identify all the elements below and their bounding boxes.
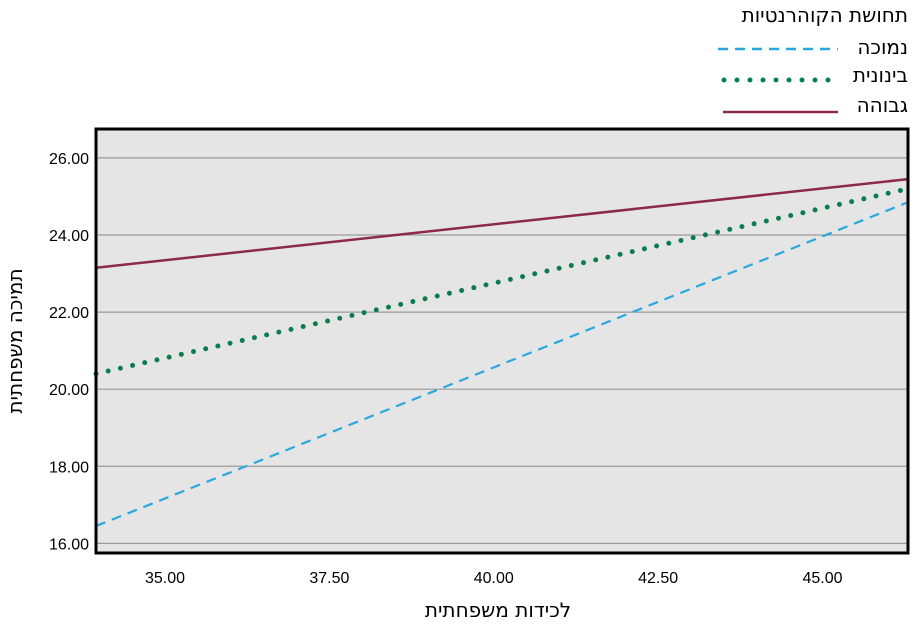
legend-title: תחושת הקוהרנטיות [742, 3, 908, 27]
gridlines [96, 157, 908, 544]
plot-background [96, 129, 908, 553]
series-line-high [95, 177, 909, 270]
x-tick-label: 40.00 [474, 570, 514, 587]
legend-entry-medium: בינונית [721, 63, 908, 87]
x-tick-label: 42.50 [638, 570, 678, 587]
legend-label-high: גבוהה [857, 93, 908, 117]
legend-label-low: נמוכה [857, 35, 908, 59]
plot-frame [94, 127, 910, 555]
legend-entry-high: גבוהה [723, 93, 908, 117]
x-axis-ticks: 35.00 37.50 40.00 42.50 45.00 [145, 570, 843, 587]
y-tick-label: 20.00 [49, 382, 89, 399]
series-lines [93, 177, 911, 528]
y-axis-title: תמיכה משפחתית [3, 268, 27, 413]
y-tick-label: 26.00 [49, 151, 89, 168]
y-tick-label: 16.00 [49, 536, 89, 553]
legend-entry-low: נמוכה [718, 35, 908, 59]
legend: תחושת הקוהרנטיות נמוכה בינונית גבוהה [718, 3, 908, 117]
x-tick-label: 37.50 [309, 570, 349, 587]
x-tick-label: 35.00 [145, 570, 185, 587]
legend-label-medium: בינונית [853, 63, 908, 87]
x-tick-label: 45.00 [803, 570, 843, 587]
x-axis-title: לכידות משפחתית [425, 598, 571, 622]
y-axis-ticks: 16.00 18.00 20.00 22.00 24.00 26.00 [49, 151, 89, 553]
y-tick-label: 24.00 [49, 228, 89, 245]
series-line-medium [93, 186, 911, 377]
series-line-low [95, 201, 909, 528]
y-tick-label: 22.00 [49, 305, 89, 322]
y-tick-label: 18.00 [49, 459, 89, 476]
